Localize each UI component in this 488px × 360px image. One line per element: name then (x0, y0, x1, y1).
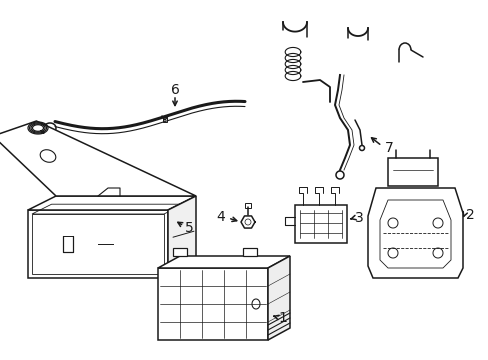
Text: 1: 1 (278, 311, 286, 325)
Text: 2: 2 (465, 208, 474, 222)
Bar (158, 268, 267, 340)
Text: 6: 6 (170, 83, 179, 97)
Bar (294, 205, 346, 243)
Bar (63, 236, 73, 252)
Polygon shape (168, 196, 196, 278)
Polygon shape (28, 196, 196, 210)
Text: 5: 5 (184, 221, 193, 235)
Bar (387, 158, 437, 186)
Bar (244, 203, 250, 208)
Text: 7: 7 (384, 141, 393, 155)
Polygon shape (367, 188, 462, 278)
Bar (173, 248, 186, 256)
Polygon shape (267, 256, 289, 340)
Bar (243, 248, 257, 256)
Bar (32, 214, 163, 274)
Polygon shape (158, 256, 289, 268)
Polygon shape (0, 121, 196, 196)
Text: 3: 3 (354, 211, 363, 225)
Bar (163, 117, 167, 122)
Bar (28, 210, 168, 278)
Text: 4: 4 (216, 210, 224, 224)
